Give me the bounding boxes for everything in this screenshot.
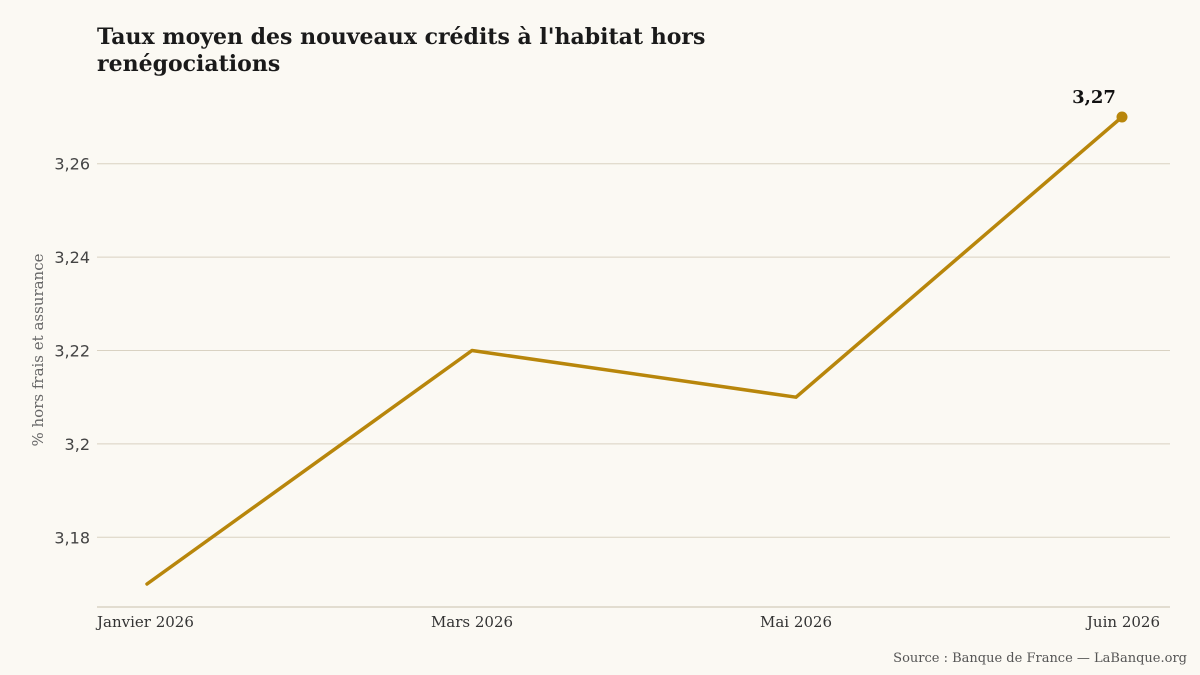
x-tick-label: Janvier 2026 xyxy=(95,613,194,631)
x-tick-label: Mars 2026 xyxy=(431,613,513,631)
x-tick-label: Mai 2026 xyxy=(760,613,832,631)
y-tick-label: 3,22 xyxy=(54,342,90,361)
y-tick-label: 3,18 xyxy=(54,528,90,547)
y-tick-label: 3,24 xyxy=(54,248,90,267)
y-axis-ticks: 3,18 3,2 3,22 3,24 3,26 xyxy=(54,155,90,548)
y-axis-label: % hors frais et assurance xyxy=(29,253,47,446)
x-axis: Janvier 2026 Mars 2026 Mai 2026 Juin 2026 xyxy=(95,606,1170,631)
series-line-0 xyxy=(145,115,1124,586)
series: 3,27 xyxy=(145,87,1128,586)
y-tick-label: 3,2 xyxy=(65,435,90,454)
x-tick-label: Juin 2026 xyxy=(1085,613,1160,631)
end-point xyxy=(1116,111,1128,123)
end-value-label: 3,27 xyxy=(1072,87,1116,108)
y-tick-label: 3,26 xyxy=(54,155,90,174)
source-note: Source : Banque de France — LaBanque.org xyxy=(893,651,1187,666)
chart-title: Taux moyen des nouveaux crédits à l'habi… xyxy=(97,24,706,77)
gridlines xyxy=(97,163,1170,538)
